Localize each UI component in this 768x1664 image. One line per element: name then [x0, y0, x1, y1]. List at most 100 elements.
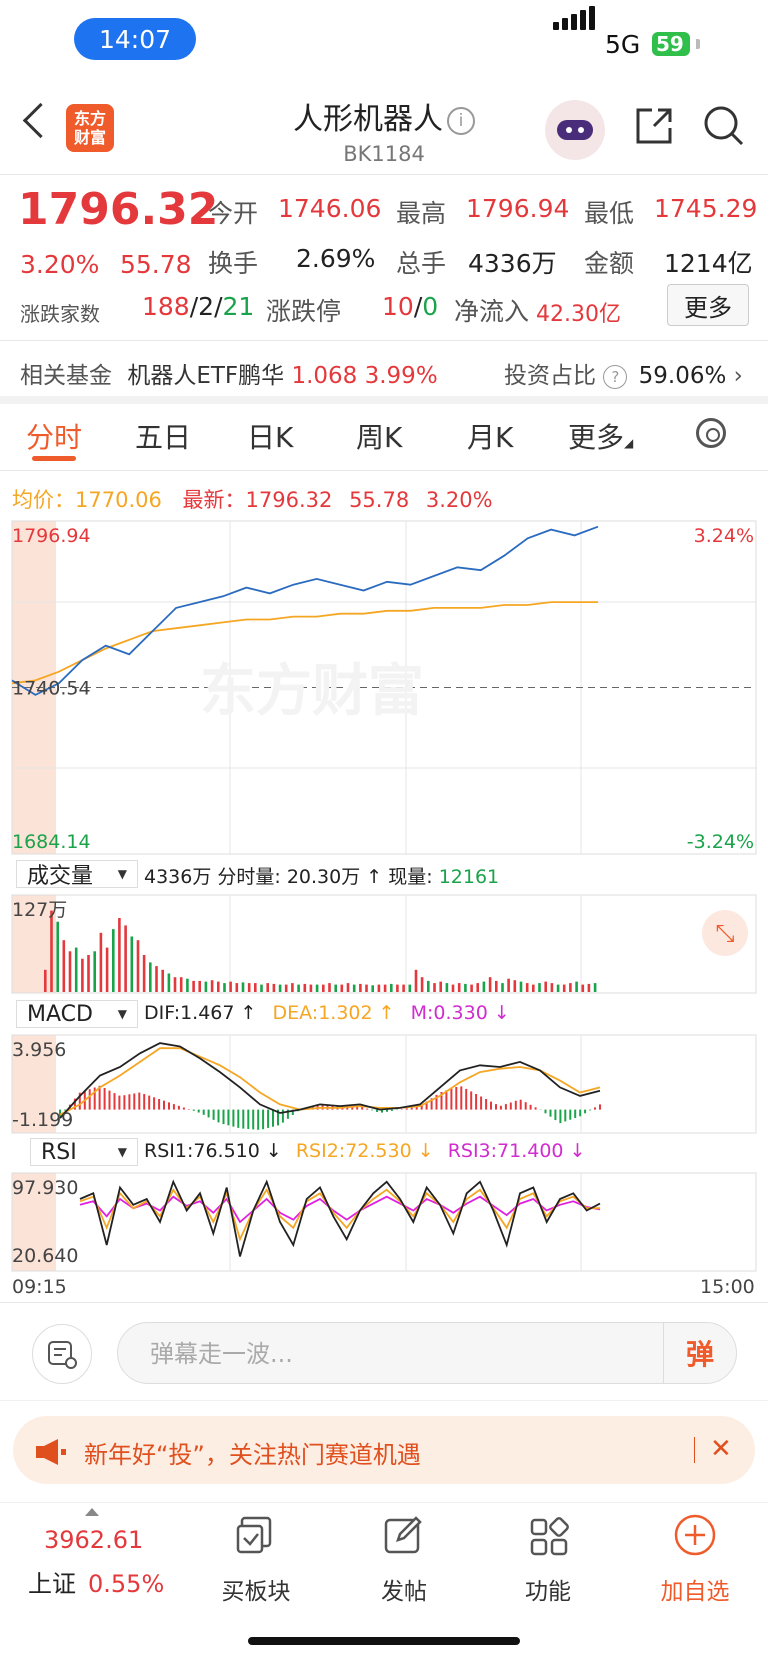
index-value[interactable]: 3962.61	[44, 1526, 144, 1554]
tab-5day[interactable]: 五日	[135, 421, 192, 454]
volume-bar	[464, 983, 467, 992]
volume-bar	[229, 981, 232, 992]
add-watchlist-icon[interactable]	[672, 1512, 718, 1558]
volume-value: 4336万	[468, 249, 557, 278]
speaker-icon	[36, 1439, 66, 1465]
volume-bar	[254, 983, 257, 992]
macd-indicator-select[interactable]: MACD	[16, 1000, 138, 1028]
comment-settings-icon[interactable]	[32, 1324, 92, 1384]
rsi-min-label: 20.640	[12, 1245, 78, 1267]
collapse-arrow-icon[interactable]	[85, 1508, 99, 1516]
pct-max-label: 3.24%	[694, 525, 754, 547]
panel-border	[11, 1172, 757, 1272]
battery-level: 59	[656, 32, 684, 56]
volume-bar	[87, 955, 90, 992]
volume-bar	[457, 983, 461, 992]
volume-indicator-select[interactable]: 成交量	[16, 860, 138, 889]
volume-bar	[136, 940, 140, 992]
post-icon[interactable]	[382, 1514, 426, 1558]
volume-bar	[297, 984, 300, 992]
buy-sector-icon[interactable]	[234, 1514, 278, 1558]
banner-separator	[694, 1437, 695, 1463]
volume-bar	[587, 983, 591, 992]
info-icon[interactable]: i	[447, 106, 475, 135]
tab-monthly-k[interactable]: 月K	[467, 421, 514, 454]
banner-text[interactable]: 新年好“投”，关注热门赛道机遇	[84, 1441, 421, 1469]
volume-label: 总手	[396, 249, 447, 278]
limit-values: 10/0	[382, 292, 439, 321]
volume-bar	[402, 984, 405, 992]
tab-more[interactable]: 更多◢	[568, 421, 634, 454]
volume-bar	[93, 951, 96, 992]
robot-avatar-icon[interactable]	[545, 100, 605, 160]
promo-banner[interactable]	[13, 1416, 755, 1484]
volume-bar	[569, 983, 572, 992]
settings-icon[interactable]	[696, 418, 726, 448]
dif-line	[59, 1042, 601, 1119]
tab-weekly-k[interactable]: 周K	[356, 421, 403, 454]
volume-bar	[544, 981, 547, 992]
panel-border	[11, 1034, 757, 1134]
intraday-price-chart[interactable]: 东方财富 1796.94 1740.54 1684.14 3.24% -3.24%	[0, 520, 768, 855]
open-value: 1746.06	[278, 194, 382, 223]
amount-label: 金额	[584, 249, 635, 278]
fund-price: 1.068	[291, 363, 358, 389]
tab-divider	[0, 470, 768, 471]
functions-icon[interactable]	[528, 1514, 572, 1558]
current-price: 1796.32	[18, 184, 219, 235]
volume-bar	[328, 983, 331, 992]
header-divider	[0, 174, 768, 175]
turnover-value: 2.69%	[296, 244, 376, 273]
more-button[interactable]: 更多	[667, 284, 749, 326]
add-watchlist-label[interactable]: 加自选	[660, 1579, 730, 1605]
tab-intraday[interactable]: 分时	[26, 421, 83, 454]
index-pct: 0.55%	[88, 1570, 165, 1598]
pct-min-label: -3.24%	[687, 831, 754, 853]
volume-bar	[291, 983, 294, 992]
invest-ratio[interactable]: 投资占比 ? 59.06% ›	[504, 356, 743, 390]
volume-bar	[519, 981, 523, 992]
input-divider	[0, 1400, 768, 1401]
volume-bar	[383, 984, 387, 992]
volume-bar	[50, 910, 53, 992]
functions-label[interactable]: 功能	[525, 1579, 571, 1605]
volume-max-label: 127万	[12, 899, 67, 921]
share-icon[interactable]	[632, 104, 676, 148]
time-start: 09:15	[12, 1276, 67, 1298]
volume-bar	[118, 918, 121, 992]
amount-value: 1214亿	[664, 249, 753, 278]
volume-summary: 4336万 分时量: 20.30万 ↑ 现量: 12161	[144, 866, 500, 888]
volume-bar	[155, 966, 158, 992]
search-icon[interactable]	[702, 104, 746, 148]
index-quote[interactable]: 上证 0.55%	[28, 1564, 164, 1599]
macd-max-label: 3.956	[12, 1039, 66, 1061]
volume-bar	[476, 983, 479, 992]
expand-icon[interactable]: ⤡	[702, 910, 748, 956]
volume-bar	[396, 984, 399, 992]
volume-bar	[179, 977, 183, 992]
volume-bar	[334, 984, 337, 992]
macd-min-label: -1.199	[12, 1109, 73, 1131]
rsi-indicator-select[interactable]: RSI	[30, 1138, 138, 1166]
rsi-summary: RSI1:76.510 ↓ RSI2:72.530 ↓ RSI3:71.400 …	[144, 1140, 586, 1162]
volume-bar	[130, 936, 134, 992]
danmu-input-box[interactable]: 弹	[117, 1322, 737, 1384]
volume-bar	[439, 981, 442, 992]
volume-bar	[309, 984, 313, 992]
fund-row[interactable]: 相关基金 机器人ETF鹏华 1.068 3.99%	[20, 356, 438, 390]
battery-cap	[696, 39, 700, 49]
volume-bar	[377, 984, 381, 992]
volume-bar	[371, 985, 374, 992]
post-label[interactable]: 发帖	[381, 1579, 427, 1605]
danmu-toggle-button[interactable]: 弹	[663, 1323, 736, 1383]
buy-sector-label[interactable]: 买板块	[221, 1579, 291, 1605]
danmu-input[interactable]	[148, 1335, 632, 1373]
close-icon[interactable]: ✕	[710, 1434, 732, 1464]
volume-bar	[427, 980, 430, 992]
volume-bar	[550, 983, 554, 992]
volume-bar	[562, 984, 566, 992]
quote-divider	[0, 340, 768, 341]
pre-market-shade	[12, 1035, 56, 1133]
volume-bar	[495, 980, 498, 992]
tab-daily-k[interactable]: 日K	[247, 421, 294, 454]
